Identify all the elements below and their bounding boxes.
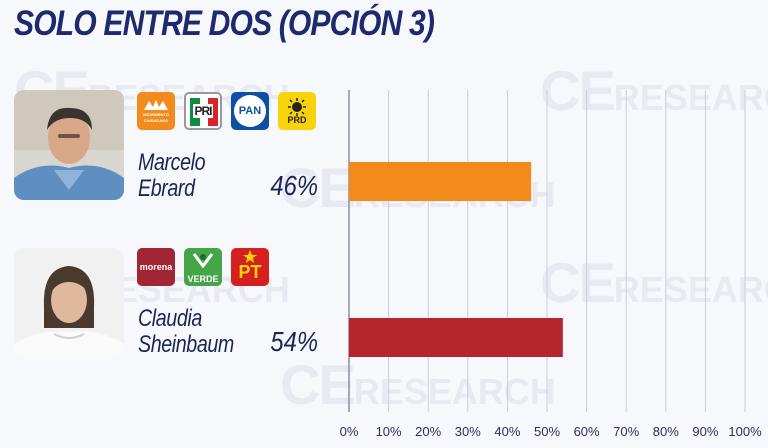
party-logo-mc: MOVIMIENTO CIUDADANO bbox=[137, 92, 175, 130]
x-tick-label: 30% bbox=[455, 424, 481, 439]
x-tick-label: 80% bbox=[653, 424, 679, 439]
party-logo-prd: PRD bbox=[278, 92, 316, 130]
candidate-name-sheinbaum: Claudia Sheinbaum bbox=[138, 305, 234, 358]
x-tick-label: 0% bbox=[340, 424, 359, 439]
x-tick-label: 100% bbox=[728, 424, 762, 439]
x-tick-label: 40% bbox=[494, 424, 520, 439]
party-logo-pan: PAN bbox=[231, 92, 269, 130]
x-tick-label: 70% bbox=[613, 424, 639, 439]
bar-0 bbox=[349, 162, 532, 201]
party-logo-morena: morena bbox=[137, 248, 175, 286]
party-logo-pri: PRI bbox=[184, 92, 222, 130]
x-tick-label: 50% bbox=[534, 424, 560, 439]
data-label-sheinbaum: 54% bbox=[270, 326, 318, 357]
party-logo-pt: PT bbox=[231, 248, 269, 286]
candidate-photo-sheinbaum bbox=[14, 248, 124, 358]
bar-1 bbox=[349, 318, 563, 357]
candidate-photo-ebrard bbox=[14, 90, 124, 200]
party-logo-verde: VERDE bbox=[184, 248, 222, 286]
x-tick-label: 60% bbox=[574, 424, 600, 439]
chart-title: SOLO ENTRE DOS (OPCIÓN 3) bbox=[14, 4, 435, 43]
x-tick-label: 90% bbox=[692, 424, 718, 439]
x-tick-label: 20% bbox=[415, 424, 441, 439]
data-label-ebrard: 46% bbox=[270, 170, 318, 201]
x-tick-label: 10% bbox=[376, 424, 402, 439]
candidate-name-ebrard: Marcelo Ebrard bbox=[138, 149, 206, 202]
